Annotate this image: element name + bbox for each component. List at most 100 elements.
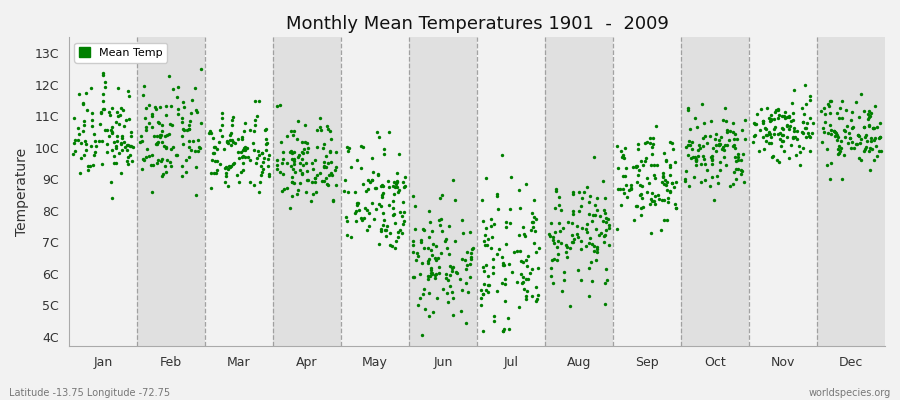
Point [256,154,271,161]
Point [787,117,801,123]
Point [763,131,778,137]
Point [70,124,85,131]
Point [598,227,613,233]
Point [521,253,535,260]
Point [460,249,474,256]
Point [299,160,313,167]
Point [696,153,710,159]
Point [748,131,762,138]
Point [122,92,137,99]
Point [299,189,313,195]
Point [187,148,202,154]
Point [392,187,407,193]
Point [642,180,656,186]
Point [259,141,274,148]
Point [355,143,369,150]
Point [486,264,500,270]
Point [224,163,238,169]
Point [124,132,139,139]
Point [565,190,580,197]
Point [661,199,675,205]
Point [459,266,473,272]
Point [341,148,356,154]
Point [513,248,527,254]
Point [105,124,120,130]
Point [176,99,190,106]
Point [254,163,268,169]
Point [374,203,389,209]
Point [421,313,436,320]
Point [496,327,510,334]
Point [182,138,196,144]
Point [395,230,410,236]
Point [651,191,665,198]
Point [797,124,812,131]
Point [72,131,86,138]
Point [423,264,437,271]
Point [261,163,275,170]
Point [361,177,375,183]
Point [853,157,868,164]
Point [481,289,495,295]
Point [597,233,611,239]
Point [494,254,508,261]
Point [617,144,632,151]
Point [753,127,768,134]
Point [613,186,627,192]
Point [584,278,598,284]
Point [148,104,163,110]
Point [872,148,886,154]
Point [145,152,159,158]
Point [247,147,261,153]
Point [238,154,252,160]
Point [707,136,722,142]
Point [526,214,541,220]
Point [454,308,468,314]
Point [656,170,670,176]
Point [527,228,542,234]
Point [616,173,630,179]
Point [519,296,534,302]
Point [823,98,837,104]
Point [212,139,226,145]
Point [76,152,91,158]
Point [854,135,868,142]
Point [232,179,247,185]
Point [629,179,643,186]
Point [413,294,428,301]
Point [867,157,881,163]
Point [614,202,628,208]
Point [77,138,92,144]
Point [140,145,154,152]
Point [425,228,439,235]
Point [276,156,291,162]
Point [589,257,603,263]
Point [837,133,851,140]
Point [711,180,725,186]
Point [632,167,646,173]
Point [184,110,198,117]
Point [764,112,778,118]
Point [778,147,792,154]
Point [112,150,127,156]
Point [382,129,396,135]
Point [284,193,299,199]
Point [255,169,269,176]
Point [134,138,148,144]
Point [94,121,108,127]
Point [761,140,776,147]
Point [320,160,335,167]
Point [491,288,505,294]
Point [648,175,662,181]
Point [783,122,797,129]
Point [290,191,304,198]
Point [587,243,601,250]
Point [114,104,129,111]
Point [230,136,245,142]
Point [208,158,222,164]
Point [188,192,202,198]
Point [393,227,408,234]
Point [86,152,101,158]
Point [626,164,641,170]
Point [221,140,236,147]
